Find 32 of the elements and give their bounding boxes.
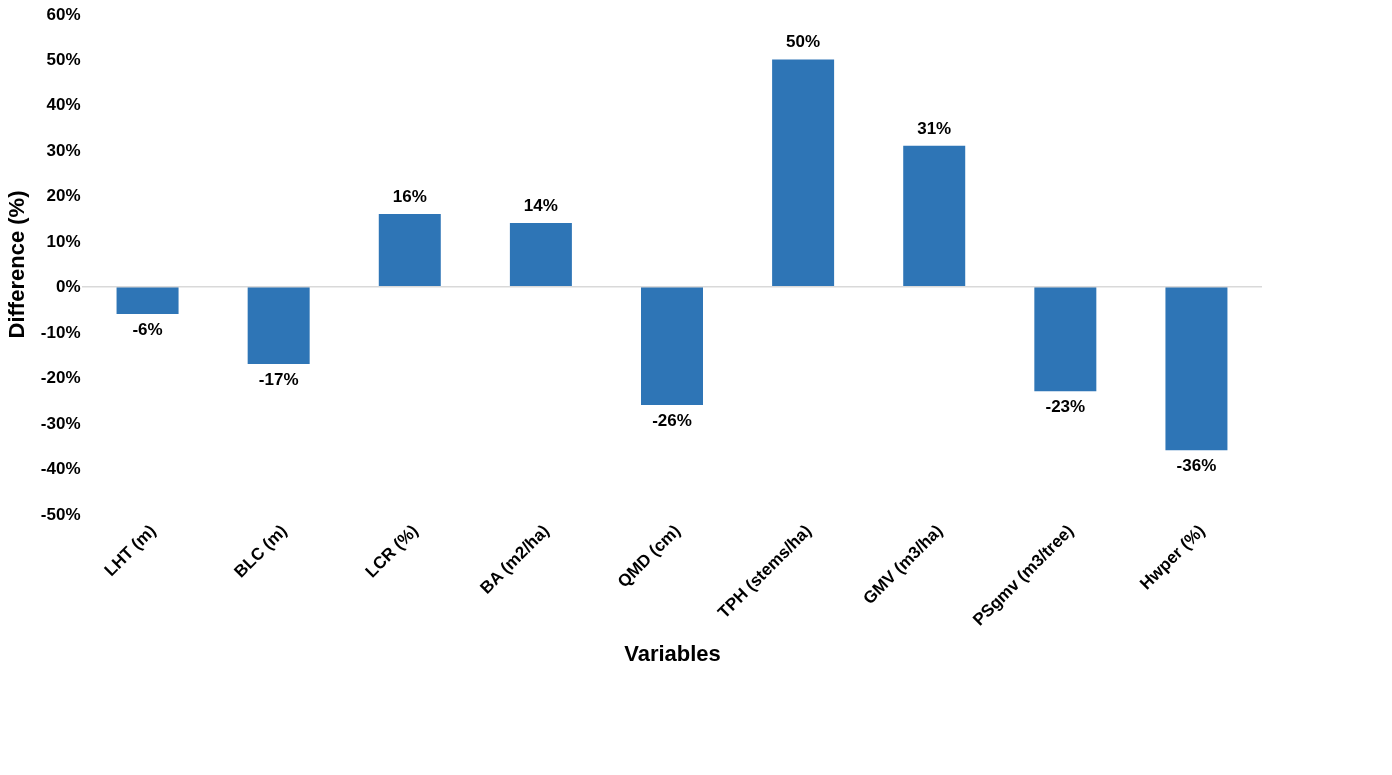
bar [509,223,572,287]
y-tick-label: 10% [46,231,81,251]
data-label: -17% [258,370,299,389]
bar [1034,286,1097,392]
y-tick-label: -20% [40,368,81,388]
y-tick-label: 30% [46,140,81,160]
bar [641,286,703,405]
y-tick-label: 40% [46,95,81,115]
bar [378,214,441,287]
data-label: -36% [1176,456,1217,476]
data-label: 50% [786,32,821,52]
y-tick-label: 20% [46,186,81,206]
data-label: 31% [917,118,952,138]
bar [116,286,179,314]
bar [903,145,966,287]
bar [247,286,310,364]
y-tick-label: -50% [40,504,81,524]
y-tick-label: 0% [55,277,81,297]
bar [1165,286,1228,451]
data-label: -6% [132,320,163,339]
y-tick-label: -30% [40,413,81,433]
y-axis-title: Difference (%) [3,190,29,339]
y-tick-label: -40% [40,459,81,479]
y-tick-label: 60% [46,4,81,24]
bar [772,59,835,287]
y-tick-label: 50% [46,49,81,69]
data-label: 14% [523,196,558,216]
data-label: -23% [1045,397,1086,417]
x-axis-title: Variables [624,640,721,666]
y-tick-label: -10% [40,322,81,342]
data-label: -26% [652,410,692,430]
data-label: 16% [392,187,427,206]
